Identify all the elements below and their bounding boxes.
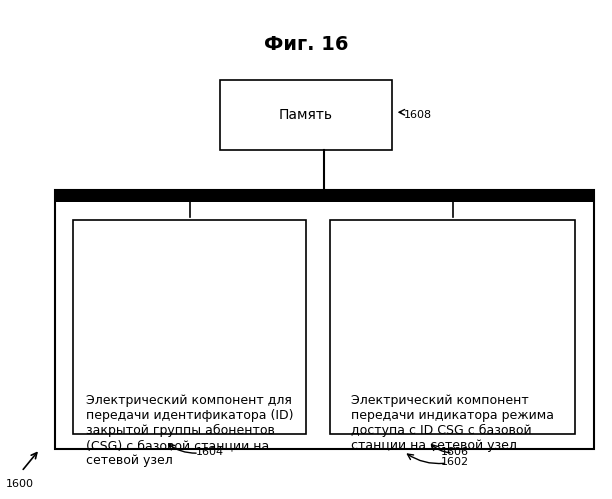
Text: 1602: 1602 — [441, 457, 469, 467]
Bar — [55, 190, 594, 202]
Text: Электрический компонент
передачи индикатора режима
доступа с ID CSG с базовой
ст: Электрический компонент передачи индикат… — [351, 394, 554, 452]
Text: 1606: 1606 — [441, 447, 469, 457]
Text: 1604: 1604 — [196, 447, 224, 457]
Bar — [330, 220, 575, 434]
Text: Фиг. 16: Фиг. 16 — [264, 35, 348, 54]
Text: Память: Память — [279, 108, 333, 122]
Text: 1608: 1608 — [404, 110, 432, 120]
Bar — [73, 220, 306, 434]
Text: Электрический компонент для
передачи идентификатора (ID)
закрытой группы абонент: Электрический компонент для передачи иде… — [86, 394, 294, 467]
Bar — [55, 190, 594, 449]
Bar — [220, 80, 392, 150]
Text: 1600: 1600 — [6, 479, 34, 489]
